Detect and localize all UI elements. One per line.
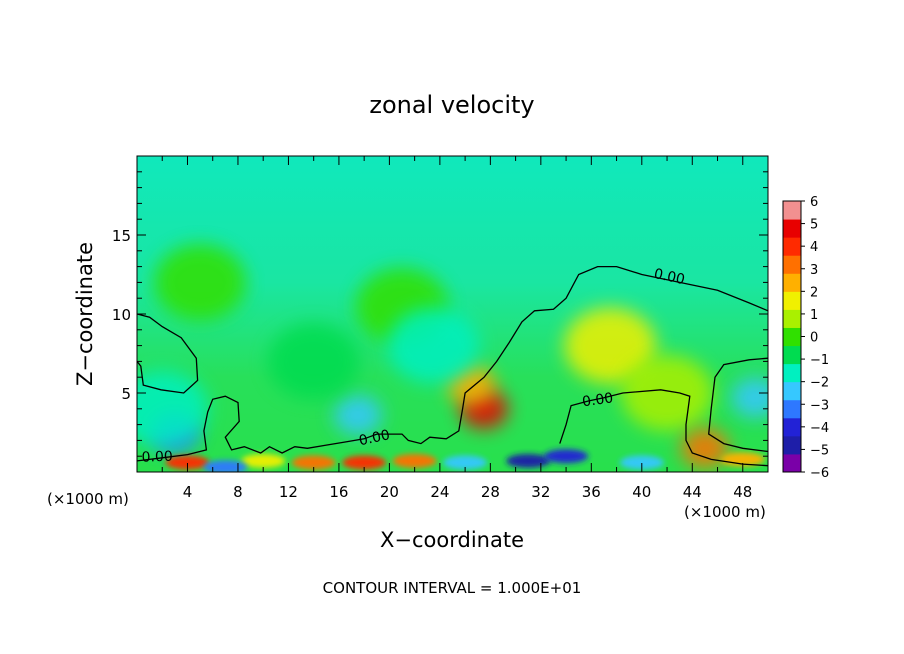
contour-labels: 0.00 0.00 0.00 0.00 [141,266,686,466]
contour-label-2: 0.00 [652,266,686,288]
colorbar-segment-5 [783,363,801,383]
x-tick-label: 32 [531,483,550,501]
x-tick-label: 8 [233,483,243,501]
colorbar-tick-label: −4 [810,421,829,436]
x-tick-label: 28 [481,483,500,501]
colorbar-segment-1 [783,435,801,455]
colorbar-segment-14 [783,201,801,220]
field-anomaly-18 [241,453,286,468]
colorbar-segment-4 [783,381,801,401]
colorbar-tick-label: −6 [810,466,829,481]
chart-title: zonal velocity [369,91,534,119]
y-axis-ticks: 5 10 15 [112,171,768,457]
field-anomaly-4 [621,355,714,431]
contour-line-1 [137,265,768,462]
field-anomaly-17 [619,455,664,470]
x-unit-left: (×1000 m) [47,490,129,508]
contour-label-0: 0.00 [141,449,173,466]
colorbar: 6 5 4 3 2 1 0 −1 −2 −3 −4 −5 −6 [782,195,829,481]
contour-line-2 [559,389,768,467]
colorbar-tick-label: −1 [810,353,829,368]
colorbar-tick-label: 4 [810,240,818,255]
colorbar-segment-8 [783,309,801,328]
x-tick-label: 20 [380,483,399,501]
x-tick-label: 36 [582,483,601,501]
contour-interval-note: CONTOUR INTERVAL = 1.000E+01 [323,579,582,597]
field-anomaly-21 [443,455,488,470]
x-tick-label: 44 [683,483,702,501]
colorbar-segment-3 [783,399,801,419]
field-anomaly-19 [291,455,336,470]
x-unit-right: (×1000 m) [684,503,766,521]
colorbar-segment-0 [783,453,801,473]
colorbar-segment-11 [783,255,801,274]
field-anomalies [137,244,768,472]
field-anomaly-9 [267,323,360,400]
colorbar-tick-label: −3 [810,398,829,413]
x-tick-label: 40 [632,483,651,501]
colorbar-segment-6 [783,345,801,365]
field-anomaly-6 [333,395,382,436]
colorbar-segment-12 [783,237,801,256]
contour-lines [137,265,768,467]
colorbar-tick-label: −5 [810,443,829,458]
field-anomaly-7 [731,377,768,418]
x-axis-label: X−coordinate [380,528,524,552]
field-anomaly-15 [506,453,551,468]
x-tick-label: 12 [279,483,298,501]
x-tick-label: 24 [430,483,449,501]
field-anomaly-11 [137,370,209,447]
colorbar-tick-label: −2 [810,376,829,391]
colorbar-segment-7 [783,327,801,347]
y-tick-label: 10 [112,306,131,324]
field-anomaly-14 [165,455,210,470]
field-anomaly-23 [203,460,248,472]
y-axis-label: Z−coordinate [73,242,97,386]
x-tick-label: 4 [183,483,193,501]
field-anomaly-20 [392,453,437,468]
x-tick-label: 48 [733,483,752,501]
field-anomaly-12 [680,428,729,469]
colorbar-tick-label: 1 [810,308,818,323]
contour-line-0 [137,313,199,394]
colorbar-tick-label: 3 [810,263,818,278]
colorbar-tick-label: 5 [810,218,818,233]
contour-label-1: 0.00 [358,427,392,449]
x-axis-ticks: 4 8 12 16 20 24 28 32 36 40 44 48 [161,156,752,501]
field-anomaly-16 [544,449,589,464]
y-tick-label: 15 [112,227,131,245]
field-anomaly-10 [154,244,247,321]
field-anomaly-13 [342,455,387,470]
field-anomaly-8 [387,307,480,384]
field-anomaly-2 [564,307,657,384]
colorbar-segment-2 [783,417,801,437]
plot-area [137,156,768,472]
colorbar-segment-13 [783,219,801,238]
colorbar-tick-label: 2 [810,285,818,300]
colorbar-segment-10 [783,273,801,292]
colorbar-tick-label: 0 [810,331,818,346]
contour-line-3 [708,357,768,453]
contour-label-3: 0.00 [581,390,614,410]
y-tick-label: 5 [121,385,131,403]
colorbar-segment-9 [783,291,801,310]
colorbar-tick-label: 6 [810,195,818,210]
x-tick-label: 16 [329,483,348,501]
